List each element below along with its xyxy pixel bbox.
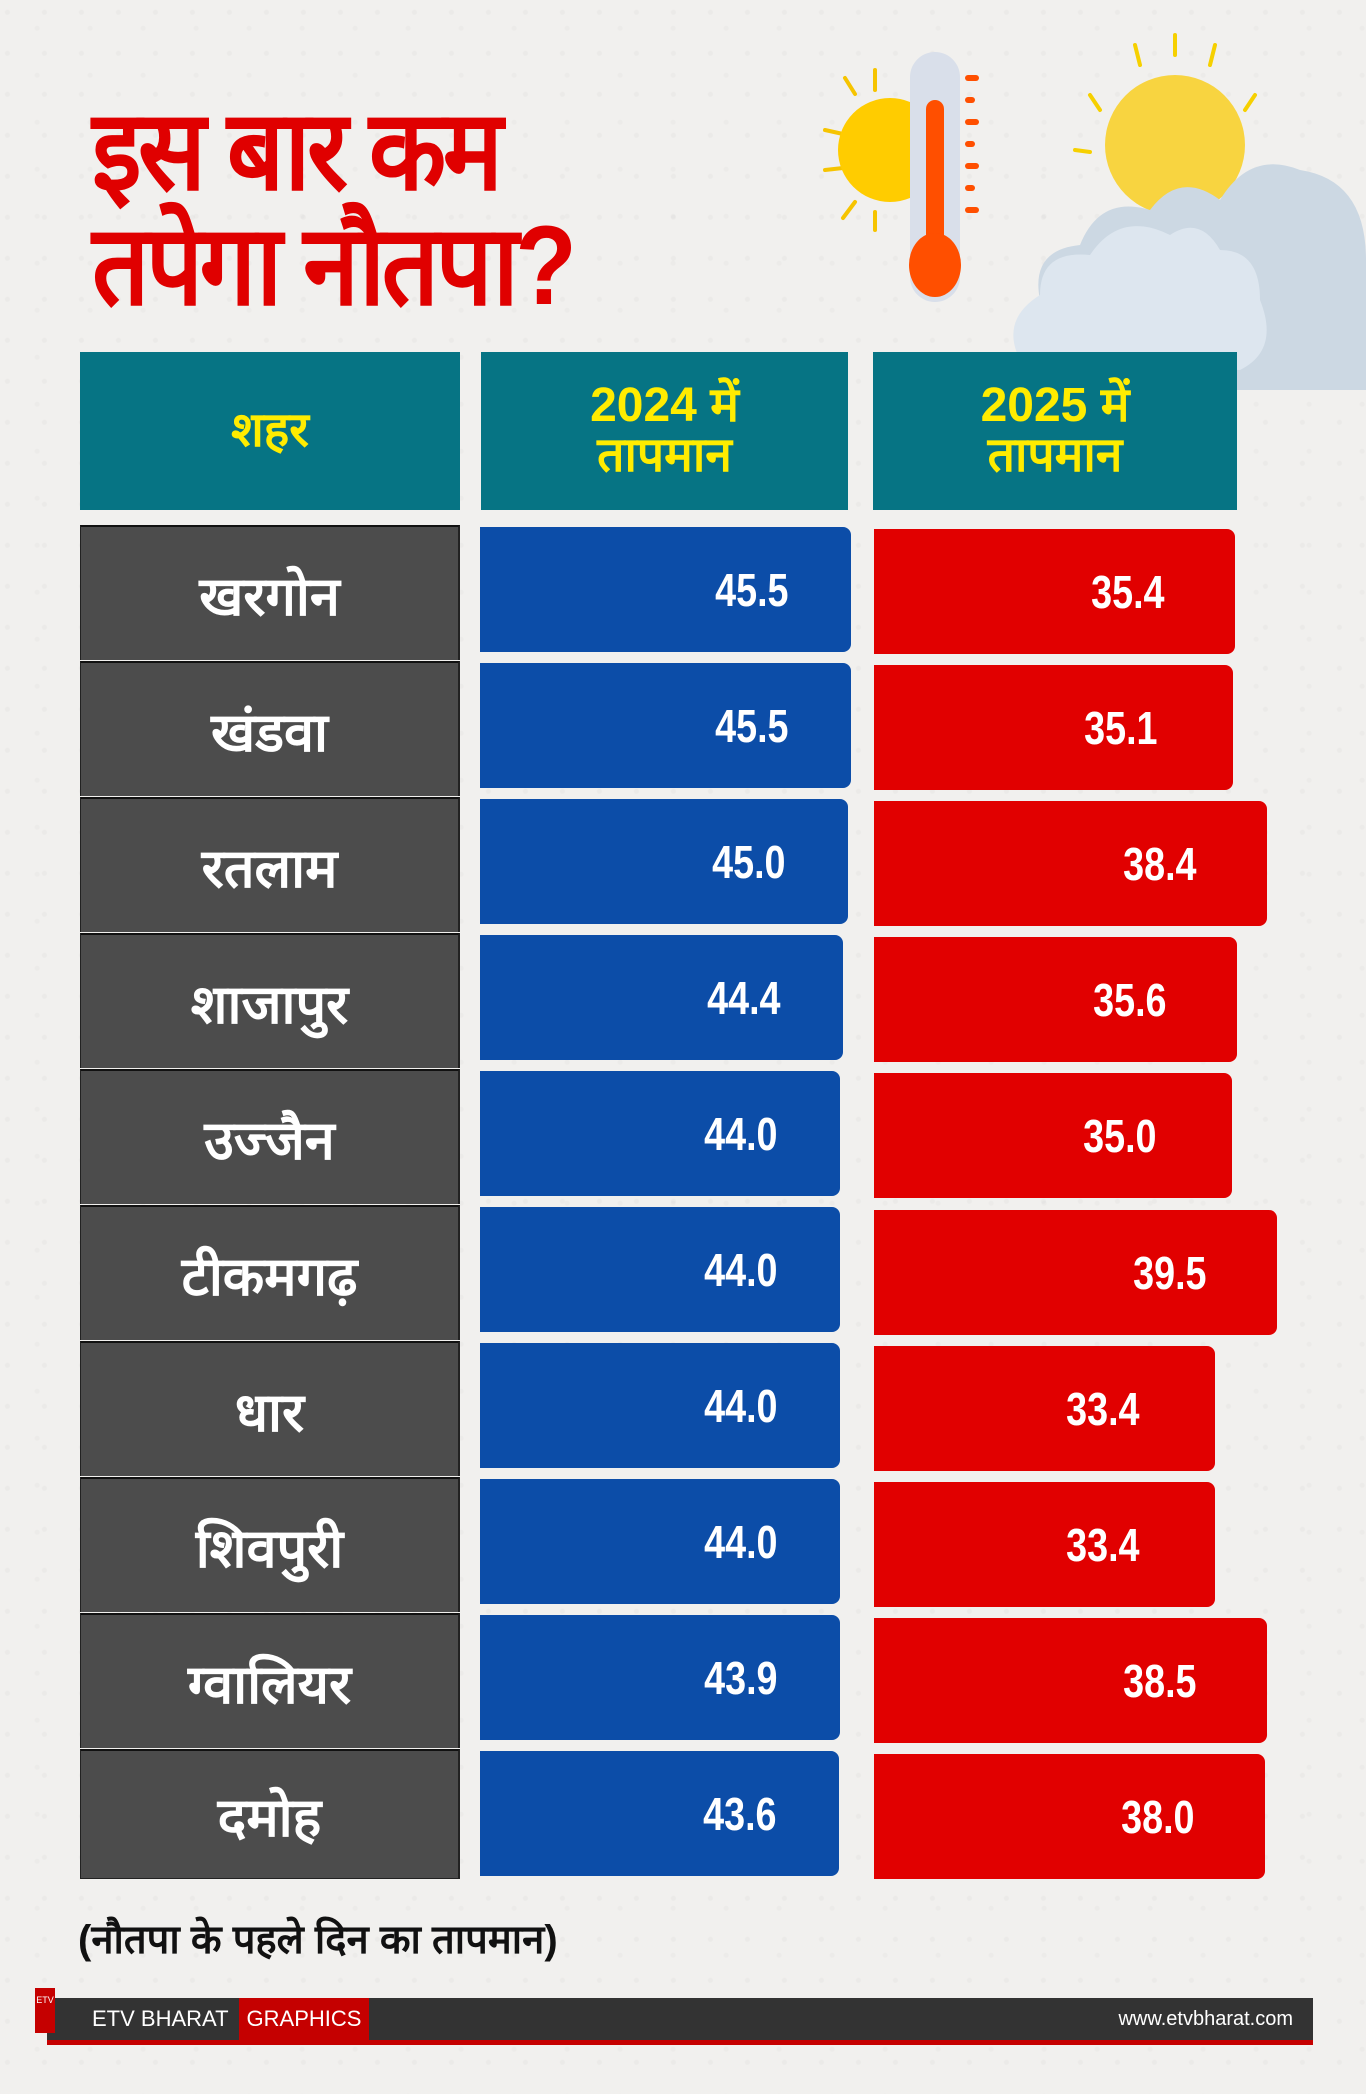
value-2024: 44.0 xyxy=(704,1107,778,1160)
value-2025: 38.4 xyxy=(1123,837,1197,890)
sun-cloud-icon xyxy=(1013,33,1366,390)
bar-2024: 43.9 xyxy=(480,1615,840,1740)
value-2024: 44.0 xyxy=(704,1515,778,1568)
value-2024: 45.5 xyxy=(715,563,789,616)
bar-2024: 44.0 xyxy=(480,1343,840,1468)
city-cell: शिवपुरी xyxy=(80,1477,460,1612)
value-2024: 45.5 xyxy=(715,699,789,752)
graphics-label: GRAPHICS xyxy=(238,1998,370,2040)
header-city-label: शहर xyxy=(231,403,309,457)
header-2024: 2024 में तापमान xyxy=(481,352,848,510)
title-line-1: इस बार कम xyxy=(92,88,503,213)
bar-2025: 38.5 xyxy=(874,1618,1267,1743)
value-2025: 39.5 xyxy=(1133,1246,1207,1299)
value-2024: 44.0 xyxy=(704,1243,778,1296)
bar-2024: 43.6 xyxy=(480,1751,839,1876)
header-2025-line2: तापमान xyxy=(987,429,1123,482)
bar-2025: 39.5 xyxy=(874,1210,1277,1335)
website-link[interactable]: www.etvbharat.com xyxy=(1118,2007,1293,2030)
value-2024: 44.4 xyxy=(707,971,781,1024)
bar-2025: 38.4 xyxy=(874,801,1267,926)
bar-2025: 35.0 xyxy=(874,1073,1232,1198)
bar-2024: 44.4 xyxy=(480,935,843,1060)
etv-logo-icon: ETV xyxy=(35,1988,55,2033)
city-cell: रतलाम xyxy=(80,797,460,932)
city-cell: शाजापुर xyxy=(80,933,460,1068)
thermometer-sun-icon xyxy=(823,52,979,302)
city-cell: ग्वालियर xyxy=(80,1613,460,1748)
bar-2024: 44.0 xyxy=(480,1071,840,1196)
bar-2024: 44.0 xyxy=(480,1479,840,1604)
bar-2025: 35.6 xyxy=(874,937,1237,1062)
value-2024: 44.0 xyxy=(704,1379,778,1432)
header-2024-line2: तापमान xyxy=(597,429,732,482)
city-cell: खंडवा xyxy=(80,661,460,796)
header-city: शहर xyxy=(80,352,460,510)
value-2025: 38.5 xyxy=(1123,1654,1197,1707)
value-2025: 33.4 xyxy=(1066,1382,1140,1435)
city-cell: खरगोन xyxy=(80,525,460,660)
brand-label: ETV BHARAT xyxy=(92,2006,229,2031)
value-2025: 35.0 xyxy=(1083,1109,1157,1162)
title-line-2: तपेगा नौतपा? xyxy=(92,203,577,328)
bar-2024: 44.0 xyxy=(480,1207,840,1332)
value-2025: 35.4 xyxy=(1091,565,1165,618)
city-cell: दमोह xyxy=(80,1749,460,1879)
bar-2025: 35.4 xyxy=(874,529,1235,654)
city-cell: धार xyxy=(80,1341,460,1476)
header-2025: 2025 में तापमान xyxy=(873,352,1237,510)
bar-2024: 45.5 xyxy=(480,663,851,788)
city-cell: उज्जैन xyxy=(80,1069,460,1204)
value-2025: 38.0 xyxy=(1121,1790,1195,1843)
bar-2025: 35.1 xyxy=(874,665,1233,790)
value-2024: 45.0 xyxy=(712,835,786,888)
footer-bar: ETV BHARAT GRAPHICS www.etvbharat.com xyxy=(47,1998,1313,2045)
value-2024: 43.9 xyxy=(704,1651,778,1704)
bar-2025: 33.4 xyxy=(874,1482,1215,1607)
bar-2024: 45.5 xyxy=(480,527,851,652)
bar-2025: 33.4 xyxy=(874,1346,1215,1471)
city-cell: टीकमगढ़ xyxy=(80,1205,460,1340)
header-2025-line1: 2025 में xyxy=(980,378,1130,432)
footnote: (नौतपा के पहले दिन का तापमान) xyxy=(78,1918,558,1962)
value-2025: 33.4 xyxy=(1066,1518,1140,1571)
value-2024: 43.6 xyxy=(703,1787,777,1840)
bar-2025: 38.0 xyxy=(874,1754,1265,1879)
value-2025: 35.1 xyxy=(1084,701,1158,754)
header-2024-line1: 2024 में xyxy=(590,378,739,432)
bar-2024: 45.0 xyxy=(480,799,848,924)
value-2025: 35.6 xyxy=(1093,973,1167,1026)
